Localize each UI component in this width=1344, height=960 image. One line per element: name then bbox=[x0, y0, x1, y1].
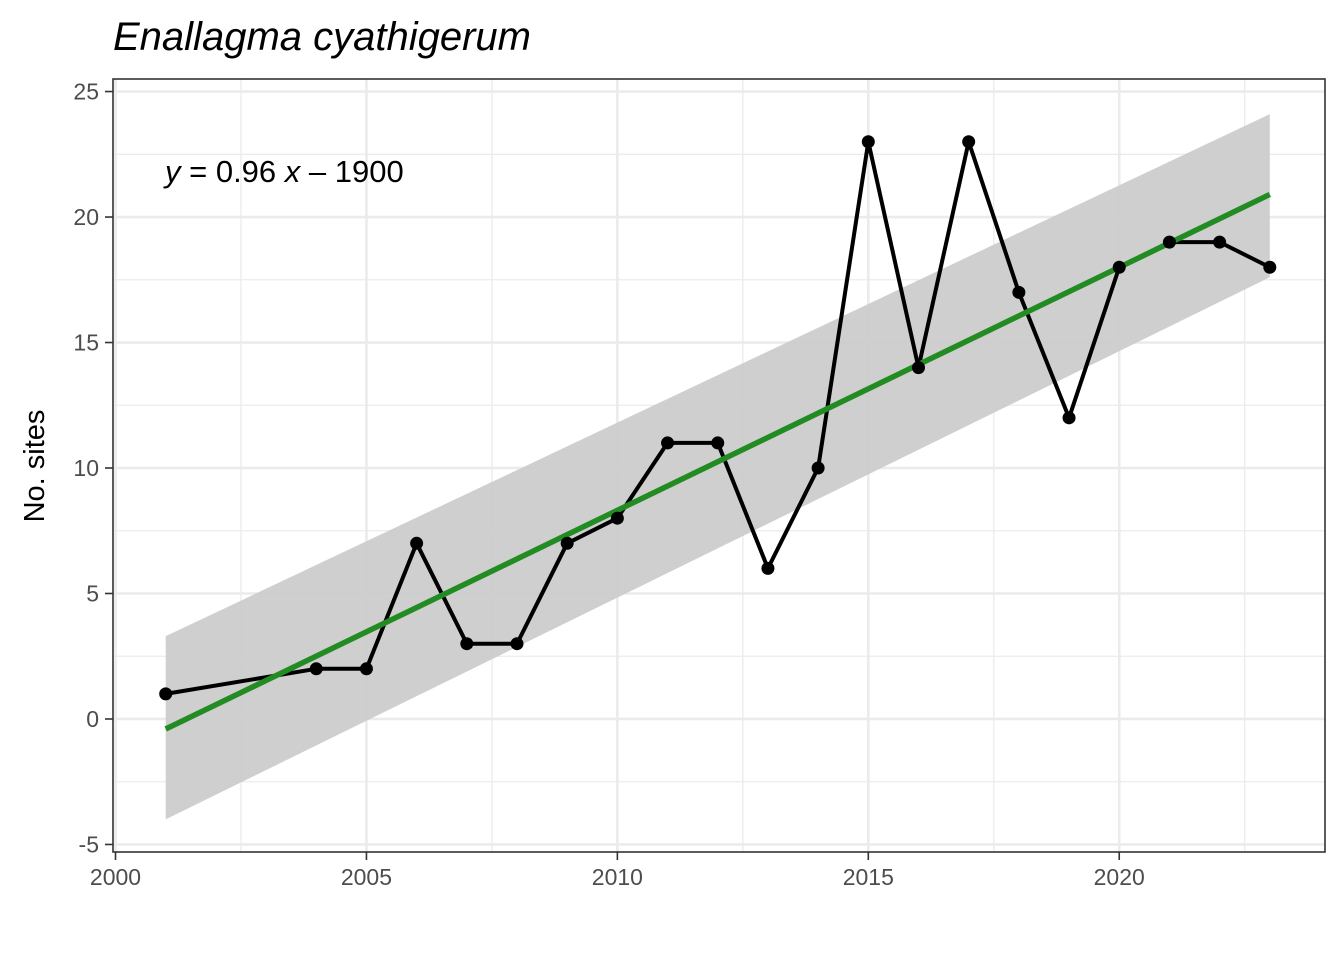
data-point bbox=[510, 637, 524, 651]
y-tick-label: 0 bbox=[86, 706, 99, 732]
data-point bbox=[1012, 285, 1026, 299]
y-tick-label: 10 bbox=[73, 455, 99, 481]
x-tick-label: 2010 bbox=[592, 864, 643, 890]
y-axis-label: No. sites bbox=[19, 410, 51, 523]
trend-equation-y: y bbox=[163, 154, 183, 189]
data-point bbox=[1213, 235, 1227, 249]
confidence-band bbox=[165, 114, 1270, 820]
trend-equation-op: = 0.96 bbox=[181, 154, 285, 189]
data-point bbox=[861, 135, 875, 149]
x-tick-label: 2015 bbox=[843, 864, 894, 890]
trend-equation-x: x bbox=[283, 154, 302, 189]
data-point bbox=[811, 461, 825, 475]
data-point bbox=[1062, 411, 1076, 425]
trend-equation: y = 0.96 x – 1900 bbox=[163, 154, 404, 189]
data-point bbox=[359, 662, 373, 676]
trend-line bbox=[164, 191, 1271, 732]
data-point bbox=[761, 561, 775, 575]
y-tick-label: -5 bbox=[79, 831, 99, 857]
y-tick-label: 15 bbox=[73, 330, 99, 356]
y-tick-label: 20 bbox=[73, 204, 99, 230]
chart-title: Enallagma cyathigerum bbox=[113, 15, 531, 59]
data-point bbox=[309, 662, 323, 676]
data-point bbox=[410, 536, 424, 550]
x-tick-label: 2005 bbox=[341, 864, 392, 890]
data-point bbox=[661, 436, 675, 450]
data-point bbox=[460, 637, 474, 651]
x-tick-label: 2020 bbox=[1094, 864, 1145, 890]
data-point bbox=[711, 436, 725, 450]
y-tick-label: 5 bbox=[86, 580, 99, 606]
data-point bbox=[159, 687, 173, 701]
data-point bbox=[1263, 260, 1277, 274]
trend-equation-rest: – 1900 bbox=[300, 154, 403, 189]
x-tick-label: 2000 bbox=[90, 864, 141, 890]
data-point bbox=[1112, 260, 1126, 274]
plot-area: y = 0.96 x – 1900 bbox=[112, 78, 1326, 853]
data-point bbox=[1162, 235, 1176, 249]
y-tick-label: 25 bbox=[73, 79, 99, 105]
plot-border bbox=[112, 78, 1326, 853]
data-point bbox=[911, 361, 925, 375]
data-point bbox=[610, 511, 624, 525]
data-point bbox=[962, 135, 976, 149]
data-point bbox=[560, 536, 574, 550]
